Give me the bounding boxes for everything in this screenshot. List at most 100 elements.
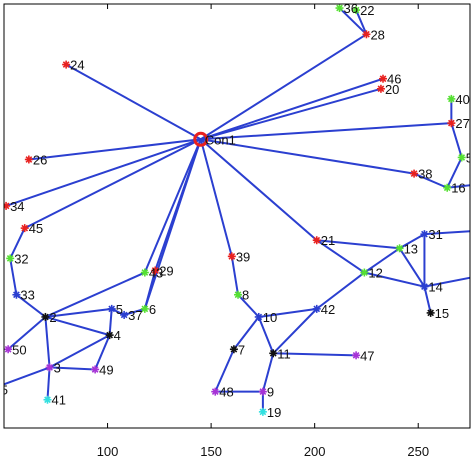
node-layer [4,4,466,416]
node-label-9: 9 [267,385,274,400]
x-tick-label: 200 [304,444,326,459]
node-label-6: 6 [149,302,156,317]
edge-Con1-26 [28,138,201,161]
node-38 [410,169,419,178]
node-45 [20,224,29,233]
edge-Con1-39 [199,139,233,257]
node-label-12: 12 [368,266,382,281]
node-37 [120,310,129,319]
node-14 [420,282,429,291]
edge-2-5 [45,307,112,318]
node-32 [6,254,15,263]
node-3 [45,363,54,372]
node-27 [447,119,456,128]
edge-Con1-6 [143,138,202,310]
node-label-4: 4 [114,328,121,343]
edge-12-21 [316,239,365,274]
node-label-47: 47 [360,348,374,363]
node-19 [258,407,267,416]
label-layer: Con1362228244620402726513816441834451731… [0,1,470,420]
node-8 [234,290,243,299]
edge-28-36 [338,7,368,36]
node-label-49: 49 [99,362,113,377]
edge-39-8 [230,256,240,295]
edge-3-41 [46,367,51,400]
edge-2-4 [45,315,110,337]
node-label-22: 22 [360,3,374,18]
node-39 [227,252,236,261]
node-label-41: 41 [51,393,65,408]
node-48 [211,387,220,396]
node-label-5: 5 [116,302,123,317]
edge-Con1-38 [200,138,415,175]
node-21 [312,236,321,245]
edge-layer [4,7,470,412]
node-11 [269,349,278,358]
edge-42-11 [272,308,318,354]
edge-43-2 [45,271,146,318]
node-4 [105,331,114,340]
edge-14-15 [423,286,432,314]
x-tick-label: 100 [97,444,119,459]
node-label-2: 2 [49,310,56,325]
node-label-48: 48 [219,385,233,400]
edge-32-33 [9,258,18,295]
node-label-25: 25 [0,383,8,398]
edge-3-25 [4,366,50,386]
node-43 [140,268,149,277]
edge-21-13 [316,239,400,250]
node-10 [254,312,263,321]
node-label-16: 16 [451,181,465,196]
node-label-Con1: Con1 [205,132,236,147]
edge-13-12 [363,247,401,274]
node-46 [379,74,388,83]
node-label-37: 37 [128,308,142,323]
node-label-21: 21 [321,233,335,248]
node-Con1 [193,131,209,147]
node-label-36: 36 [344,1,358,16]
node-13 [395,244,404,253]
node-41 [43,395,52,404]
node-20 [376,84,385,93]
edge-51-16 [446,157,463,189]
edge-13-31 [399,233,425,250]
edge-27-51 [450,122,463,158]
node-16 [443,183,452,192]
edge-31-17 [424,230,470,236]
edge-33-2 [15,293,47,318]
edge-13-14 [398,247,426,288]
edge-10-11 [257,316,275,354]
node-label-31: 31 [428,227,442,242]
node-6 [140,304,149,313]
node-label-34: 34 [10,199,24,214]
edge-10-7 [233,316,260,350]
edge-Con1-45 [24,138,202,230]
node-51 [457,153,466,162]
edge-7-48 [214,348,235,393]
node-label-10: 10 [263,310,277,325]
node-label-11: 11 [277,346,291,361]
node-label-28: 28 [370,27,384,42]
edge-2-3 [44,316,51,368]
node-label-43: 43 [149,266,163,281]
node-31 [420,230,429,239]
x-tick-label: 150 [200,444,222,459]
node-label-40: 40 [455,92,469,107]
node-49 [91,365,100,374]
node-2 [41,312,50,321]
edge-14-12 [364,271,425,288]
node-label-38: 38 [418,167,432,182]
edge-Con1-21 [200,138,318,241]
edge-5-4 [108,308,113,336]
x-tick-label: 250 [407,444,429,459]
node-label-8: 8 [242,288,249,303]
node-label-15: 15 [435,306,449,321]
node-label-39: 39 [236,249,250,264]
node-24 [62,60,71,69]
node-34 [4,201,11,210]
edge-49-3 [49,366,96,371]
node-26 [24,155,33,164]
edge-28-22 [355,9,368,35]
edge-Con1-43 [143,138,202,273]
edge-8-10 [237,294,260,318]
